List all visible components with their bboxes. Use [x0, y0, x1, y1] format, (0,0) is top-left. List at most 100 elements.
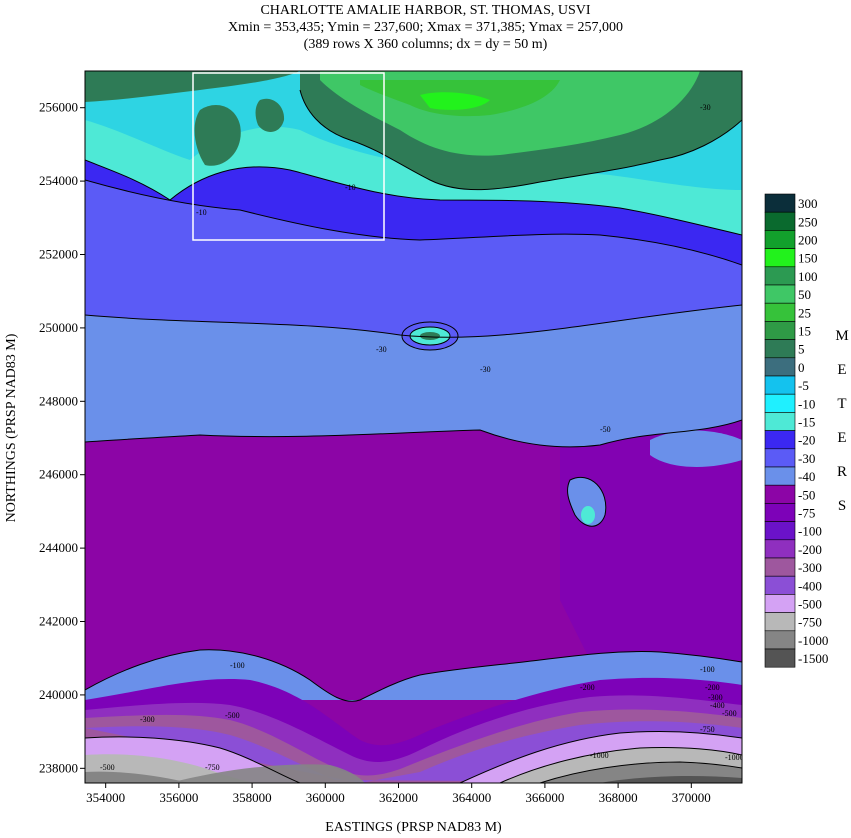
- y-tick-label: 244000: [39, 540, 78, 555]
- inset-box: [192, 72, 385, 241]
- legend-swatch: [764, 321, 796, 340]
- legend-label: 0: [798, 360, 805, 375]
- legend: 30025020015010050251550-5-10-15-20-30-40…: [764, 193, 828, 668]
- x-axis-label: EASTINGS (PRSP NAD83 M): [325, 820, 502, 835]
- contour-label: -1000: [590, 751, 609, 760]
- legend-swatch: [764, 412, 796, 431]
- legend-label: -10: [798, 396, 815, 411]
- units-letter: E: [837, 430, 846, 446]
- units-letter: E: [837, 362, 846, 378]
- legend-label: -500: [798, 597, 822, 612]
- units-letter: R: [837, 464, 847, 480]
- legend-swatch: [764, 393, 796, 413]
- violet-zone: [560, 420, 742, 700]
- legend-label: 200: [798, 233, 818, 248]
- legend-label: -400: [798, 578, 822, 593]
- contour-label: -200: [705, 683, 720, 692]
- reef-core: [420, 332, 440, 340]
- legend-swatch: [764, 466, 796, 486]
- legend-label: -1500: [798, 651, 828, 666]
- legend-label: -75: [798, 506, 815, 521]
- depth-1000-west: [85, 771, 190, 783]
- y-tick-label: 240000: [39, 687, 78, 702]
- legend-label: 100: [798, 269, 818, 284]
- y-tick-label: 256000: [39, 100, 78, 115]
- legend-label: 300: [798, 196, 818, 211]
- units-letter: M: [835, 328, 848, 344]
- legend-label: 15: [798, 324, 811, 339]
- legend-swatch: [764, 630, 796, 650]
- east-shoal: [650, 430, 742, 467]
- x-axis-ticks: 354000 356000 358000 360000 362000 364000 3660…: [86, 783, 711, 805]
- x-tick-label: 366000: [525, 790, 564, 805]
- legend-swatch: [764, 284, 796, 304]
- legend-swatch: [764, 339, 796, 359]
- legend-label: 250: [798, 214, 818, 229]
- units-letter: T: [837, 396, 846, 412]
- seamount-top: [581, 506, 595, 524]
- contour-label: -10: [196, 208, 207, 217]
- legend-label: -30: [798, 451, 815, 466]
- contour-label: -400: [710, 701, 725, 710]
- y-axis-ticks: 238000 240000 242000 244000 246000 248000 2500…: [39, 100, 85, 775]
- legend-label: 150: [798, 251, 818, 266]
- y-tick-label: 254000: [39, 173, 78, 188]
- x-tick-label: 368000: [599, 790, 638, 805]
- legend-label: -50: [798, 487, 815, 502]
- x-tick-label: 364000: [452, 790, 491, 805]
- legend-swatch: [764, 357, 796, 377]
- legend-label: 50: [798, 287, 811, 302]
- title-line-3: (389 rows X 360 columns; dx = dy = 50 m): [303, 37, 548, 52]
- plot-frame: [84, 70, 743, 784]
- x-tick-label: 360000: [306, 790, 345, 805]
- legend-swatch: [764, 648, 796, 668]
- legend-swatch: [764, 248, 796, 268]
- legend-swatch: [764, 503, 796, 522]
- hassel-island: [255, 98, 285, 132]
- legend-swatch: [764, 211, 796, 231]
- y-tick-label: 250000: [39, 320, 78, 335]
- legend-swatch: [764, 612, 796, 632]
- seamount: [567, 477, 606, 527]
- x-tick-label: 370000: [672, 790, 711, 805]
- contour-label: -500: [722, 709, 737, 718]
- legend-label: 5: [798, 342, 805, 357]
- legend-swatch: [764, 448, 796, 468]
- contour-label: -300: [140, 715, 155, 724]
- shelf-band: [85, 305, 742, 447]
- legend-swatch: [764, 375, 796, 395]
- legend-label: -200: [798, 542, 822, 557]
- contour-label: -750: [205, 763, 220, 772]
- depth-1000-center: [170, 764, 365, 783]
- contour-lines: [85, 89, 742, 783]
- depth-1500: [600, 775, 742, 783]
- contour-label: -200: [580, 683, 595, 692]
- legend-swatch: [764, 230, 796, 249]
- legend-label: -5: [798, 378, 809, 393]
- legend-swatch: [764, 521, 796, 541]
- legend-swatch: [764, 539, 796, 559]
- contour-label: -300: [708, 693, 723, 702]
- contour-label: -50: [600, 425, 611, 434]
- contour-label: -750: [700, 725, 715, 734]
- units-letter: S: [838, 498, 846, 514]
- legend-label: -40: [798, 469, 815, 484]
- legend-swatch: [764, 557, 796, 577]
- y-axis-label: NORTHINGS (PRSP NAD83 M): [4, 333, 19, 523]
- legend-label: 25: [798, 305, 811, 320]
- x-tick-label: 362000: [379, 790, 418, 805]
- legend-swatch: [764, 430, 796, 450]
- legend-swatch: [764, 484, 796, 504]
- y-tick-label: 248000: [39, 393, 78, 408]
- y-tick-label: 246000: [39, 467, 78, 482]
- contour-label: -100: [230, 661, 245, 670]
- legend-swatch: [764, 302, 796, 322]
- contour-label: -1000: [725, 753, 744, 762]
- y-tick-label: 238000: [39, 760, 78, 775]
- legend-label: -20: [798, 433, 815, 448]
- legend-label: -15: [798, 415, 815, 430]
- contour-label: -30: [376, 345, 387, 354]
- contour-label: -30: [700, 103, 711, 112]
- legend-swatch: [764, 266, 796, 286]
- contour-label: -10: [345, 183, 356, 192]
